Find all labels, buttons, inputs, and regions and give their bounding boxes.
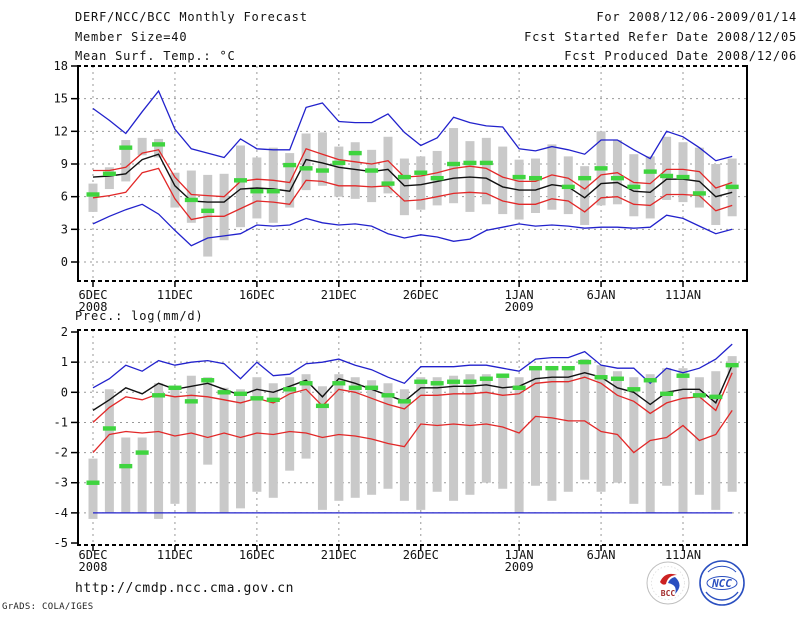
svg-text:21DEC: 21DEC xyxy=(321,548,357,562)
svg-text:26DEC: 26DEC xyxy=(403,288,439,302)
temperature-chart-title: Mean Surf. Temp.: °C xyxy=(75,49,236,63)
member-size-label: Member Size=40 xyxy=(75,30,188,44)
svg-text:6DEC: 6DEC xyxy=(79,288,108,302)
grads-credit-text: GrADS: COLA/IGES xyxy=(2,602,94,612)
svg-text:-4: -4 xyxy=(54,506,68,520)
svg-text:2009: 2009 xyxy=(505,300,534,314)
forecast-period-label: For 2008/12/06-2009/01/14 xyxy=(596,10,797,24)
svg-text:6: 6 xyxy=(61,190,68,204)
agency-logos: BCC NCC xyxy=(646,560,745,606)
svg-text:1: 1 xyxy=(61,355,68,369)
svg-text:21DEC: 21DEC xyxy=(321,288,357,302)
produced-date-label: Fcst Produced Date 2008/12/06 xyxy=(564,49,797,63)
svg-text:6JAN: 6JAN xyxy=(587,548,616,562)
bcc-logo-text: BCC xyxy=(661,589,676,598)
svg-text:11JAN: 11JAN xyxy=(665,548,701,562)
svg-text:6DEC: 6DEC xyxy=(79,548,108,562)
source-url-text: http://cmdp.ncc.cma.gov.cn xyxy=(75,581,295,596)
svg-text:0: 0 xyxy=(61,255,68,269)
svg-text:2008: 2008 xyxy=(79,300,108,314)
svg-text:18: 18 xyxy=(54,59,68,73)
svg-text:16DEC: 16DEC xyxy=(239,548,275,562)
ncc-logo: NCC xyxy=(699,560,745,606)
svg-text:1JAN: 1JAN xyxy=(505,288,534,302)
svg-text:9: 9 xyxy=(61,157,68,171)
ncc-wreath xyxy=(705,591,739,601)
svg-text:0: 0 xyxy=(61,385,68,399)
svg-text:-5: -5 xyxy=(54,536,68,550)
ncc-logo-text: NCC xyxy=(711,577,732,590)
ncc-wreath-top xyxy=(707,565,737,573)
svg-text:11DEC: 11DEC xyxy=(157,288,193,302)
svg-text:15: 15 xyxy=(54,92,68,106)
svg-text:2009: 2009 xyxy=(505,560,534,574)
svg-text:-1: -1 xyxy=(54,415,68,429)
bcc-swirl-blue xyxy=(668,577,680,594)
svg-text:2: 2 xyxy=(61,325,68,339)
plot-title: DERF/NCC/BCC Monthly Forecast xyxy=(75,10,308,24)
bcc-swirl-red xyxy=(660,573,677,585)
bcc-logo: BCC xyxy=(646,561,690,605)
precipitation-chart-title: Prec.: log(mm/d) xyxy=(75,309,204,323)
svg-text:3: 3 xyxy=(61,222,68,236)
svg-text:-2: -2 xyxy=(54,446,68,460)
svg-text:2008: 2008 xyxy=(79,560,108,574)
svg-text:6JAN: 6JAN xyxy=(587,288,616,302)
svg-text:11DEC: 11DEC xyxy=(157,548,193,562)
refer-date-label: Fcst Started Refer Date 2008/12/05 xyxy=(524,30,797,44)
svg-text:11JAN: 11JAN xyxy=(665,288,701,302)
svg-text:1JAN: 1JAN xyxy=(505,548,534,562)
svg-text:16DEC: 16DEC xyxy=(239,288,275,302)
svg-text:12: 12 xyxy=(54,124,68,138)
svg-text:-3: -3 xyxy=(54,476,68,490)
svg-text:26DEC: 26DEC xyxy=(403,548,439,562)
